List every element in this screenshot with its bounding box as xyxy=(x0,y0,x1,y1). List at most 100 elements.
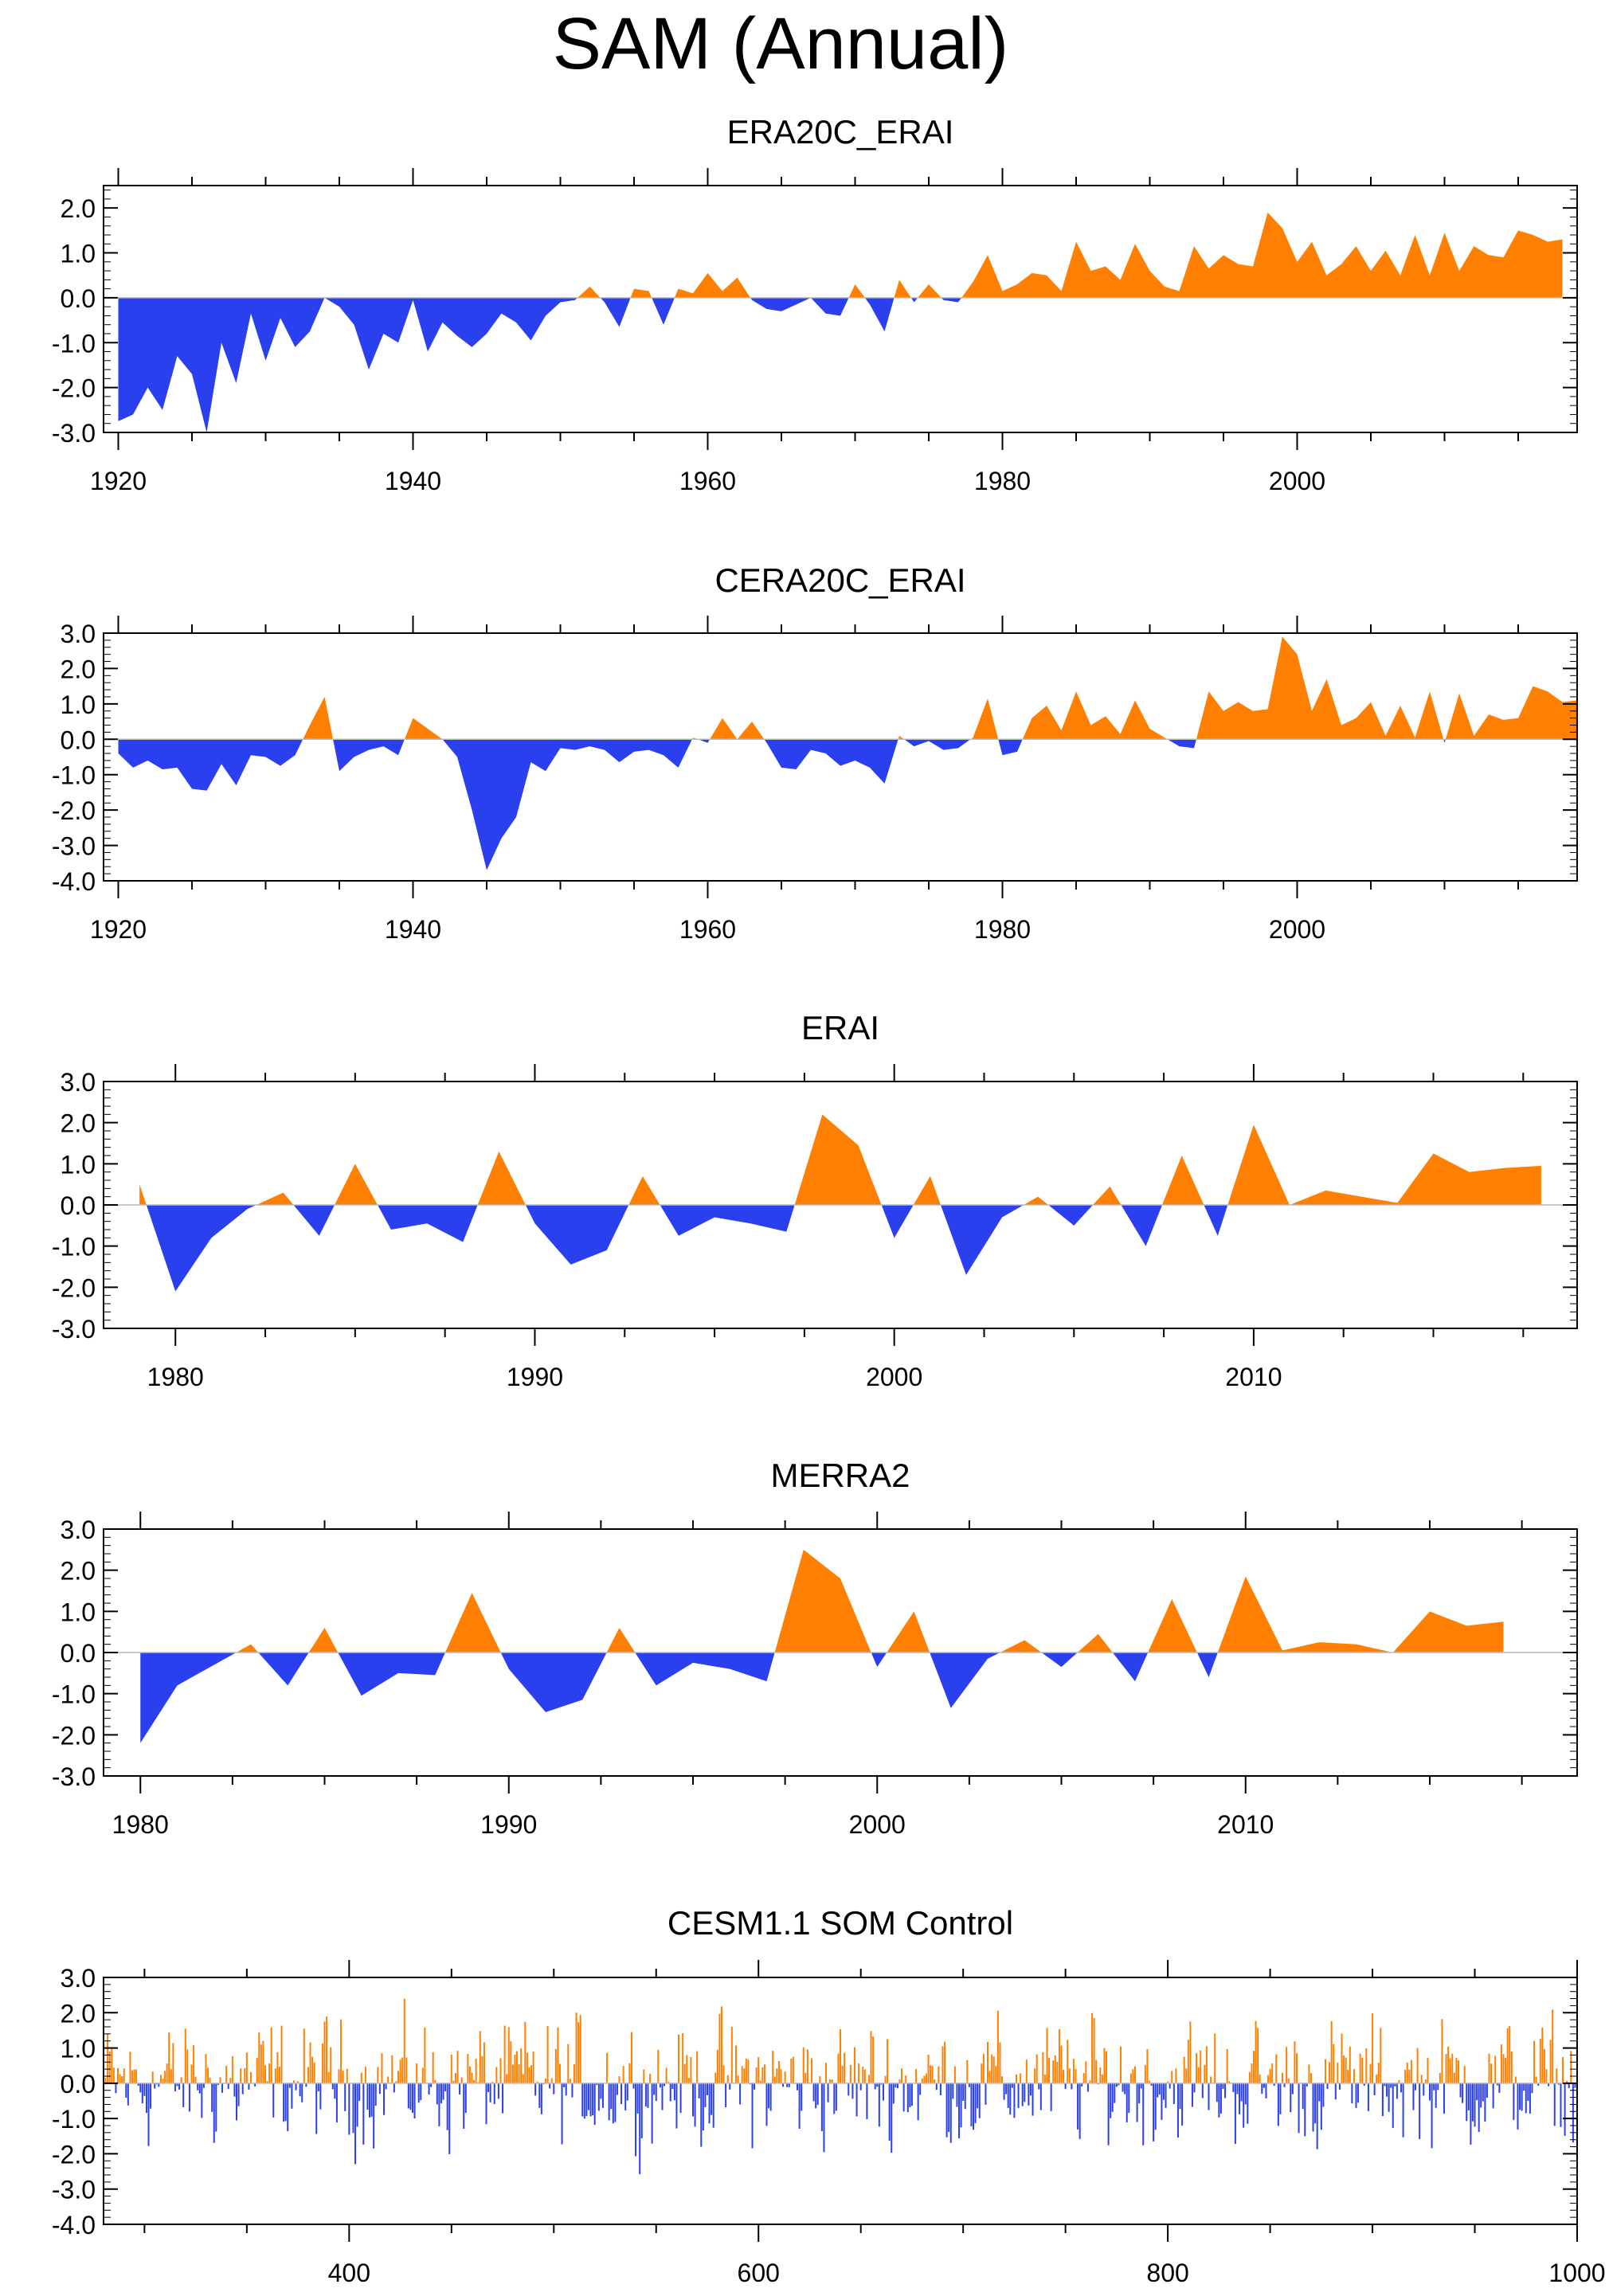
negative-area xyxy=(930,1653,1000,1708)
chart-merra2: MERRA2 3.0 2.0 1.0 0.0 -1.0 -2.0 -3.0 1980 1990 20… xyxy=(52,1457,1578,1839)
y-tick-label: -1.0 xyxy=(52,761,96,790)
positive-area xyxy=(970,698,999,740)
negative-area xyxy=(293,1205,335,1236)
x-tick-label: 400 xyxy=(328,2259,370,2287)
y-tick-label: 2.0 xyxy=(61,1109,96,1138)
negative-area xyxy=(1443,739,1446,743)
negative-area xyxy=(378,1205,478,1242)
positive-area xyxy=(898,735,905,740)
negative-area xyxy=(1041,1653,1078,1668)
negative-area xyxy=(146,1205,256,1292)
y-tick-label: 1.0 xyxy=(61,690,96,719)
y-tick-label: 3.0 xyxy=(61,1964,96,1993)
negative-area xyxy=(1204,1205,1228,1236)
x-tick-label: 1960 xyxy=(679,915,736,944)
x-tick-label: 2000 xyxy=(1269,467,1325,495)
y-tick-label: 3.0 xyxy=(61,1068,96,1097)
positive-area xyxy=(1196,636,1444,740)
x-tick-label: 1990 xyxy=(480,1810,537,1839)
chart-cesm: CESM1.1 SOM Control 3.0 2.0 1.0 0.0 -1.0 -2.0 -… xyxy=(52,1904,1606,2287)
x-tick-label: 1920 xyxy=(90,467,147,495)
chart-title: CESM1.1 SOM Control xyxy=(667,1904,1013,1942)
y-tick-label: 1.0 xyxy=(61,2035,96,2063)
negative-area xyxy=(871,1653,887,1668)
positive-area xyxy=(1000,1640,1042,1653)
positive-area xyxy=(1445,686,1577,740)
chart-title: ERA20C_ERAI xyxy=(727,113,954,151)
y-tick-label: -2.0 xyxy=(52,374,96,403)
positive-area xyxy=(1024,1196,1049,1205)
negative-area xyxy=(118,739,303,791)
y-tick-label: 1.0 xyxy=(61,1150,96,1179)
y-tick-label: 2.0 xyxy=(61,655,96,683)
negative-area xyxy=(904,739,971,750)
x-tick-label: 1980 xyxy=(974,467,1031,495)
negative-area xyxy=(1121,1205,1163,1246)
positive-area xyxy=(256,1192,294,1205)
negative-area xyxy=(998,739,1023,756)
negative-area xyxy=(500,1653,607,1712)
chart-era20c: ERA20C_ERAI 2.0 1.0 0.0 -1.0 -2.0 -3.0 1920 1940… xyxy=(52,113,1578,495)
negative-area xyxy=(698,739,711,743)
positive-area xyxy=(630,288,652,298)
negative-area xyxy=(1048,1205,1094,1226)
positive-area xyxy=(1148,1598,1197,1653)
y-tick-label: 1.0 xyxy=(61,240,96,268)
plot-frame xyxy=(103,1977,1578,2225)
positive-area xyxy=(887,1611,930,1653)
chart-title: MERRA2 xyxy=(770,1457,910,1494)
positive-area xyxy=(628,1175,660,1205)
y-tick-label: -2.0 xyxy=(52,796,96,825)
positive-area xyxy=(308,1628,339,1653)
chart-title: CERA20C_ERAI xyxy=(714,561,965,599)
positive-area xyxy=(577,286,601,298)
negative-area xyxy=(333,739,405,772)
x-tick-label: 1980 xyxy=(147,1363,204,1391)
negative-area xyxy=(1167,739,1196,749)
positive-area xyxy=(606,1628,636,1653)
negative-area xyxy=(881,1205,914,1238)
positive-area xyxy=(918,284,942,298)
x-tick-label: 800 xyxy=(1146,2259,1188,2287)
chart-erai: ERAI 3.0 2.0 1.0 0.0 -1.0 -2.0 -3.0 1980 1990 2000… xyxy=(52,1009,1578,1391)
positive-area xyxy=(444,1593,501,1653)
y-tick-label: 3.0 xyxy=(61,1516,96,1544)
negative-area xyxy=(910,297,918,303)
negative-area xyxy=(660,1205,795,1236)
positive-area xyxy=(303,696,334,740)
y-tick-label: -2.0 xyxy=(52,1721,96,1750)
x-tick-label: 1960 xyxy=(679,467,736,495)
y-tick-label: -4.0 xyxy=(52,2211,96,2239)
positive-area xyxy=(961,212,1563,298)
x-tick-label: 2010 xyxy=(1217,1810,1274,1839)
negative-area xyxy=(525,1205,629,1265)
y-tick-label: -3.0 xyxy=(52,2176,96,2204)
positive-area xyxy=(477,1151,526,1205)
negative-area xyxy=(652,297,675,325)
y-tick-label: -2.0 xyxy=(52,2140,96,2169)
positive-area xyxy=(913,1175,941,1205)
x-tick-label: 1990 xyxy=(507,1363,563,1391)
negative-area xyxy=(118,297,325,432)
y-tick-label: -3.0 xyxy=(52,419,96,448)
y-tick-label: 2.0 xyxy=(61,1999,96,2028)
positive-area xyxy=(335,1164,378,1205)
x-tick-label: 1940 xyxy=(385,467,441,495)
negative-area xyxy=(442,739,692,870)
y-tick-label: 0.0 xyxy=(61,2070,96,2098)
positive-area xyxy=(1022,691,1168,740)
positive-area xyxy=(1217,1576,1504,1653)
figure-title: SAM (Annual) xyxy=(552,3,1009,84)
negative-area xyxy=(864,297,895,332)
positive-area xyxy=(1093,1186,1122,1205)
x-tick-label: 1980 xyxy=(974,915,1031,944)
y-tick-label: 0.0 xyxy=(61,726,96,754)
y-tick-label: -3.0 xyxy=(52,1315,96,1344)
negative-area xyxy=(750,297,811,311)
positive-area xyxy=(236,1644,259,1653)
y-tick-label: -4.0 xyxy=(52,867,96,896)
y-tick-label: 2.0 xyxy=(61,194,96,223)
x-tick-label: 1000 xyxy=(1548,2259,1605,2287)
chart-cera20c: CERA20C_ERAI 3.0 2.0 1.0 0.0 -1.0 -2.0 -3.0 -4.0… xyxy=(52,561,1578,944)
positive-area xyxy=(1227,1125,1541,1205)
